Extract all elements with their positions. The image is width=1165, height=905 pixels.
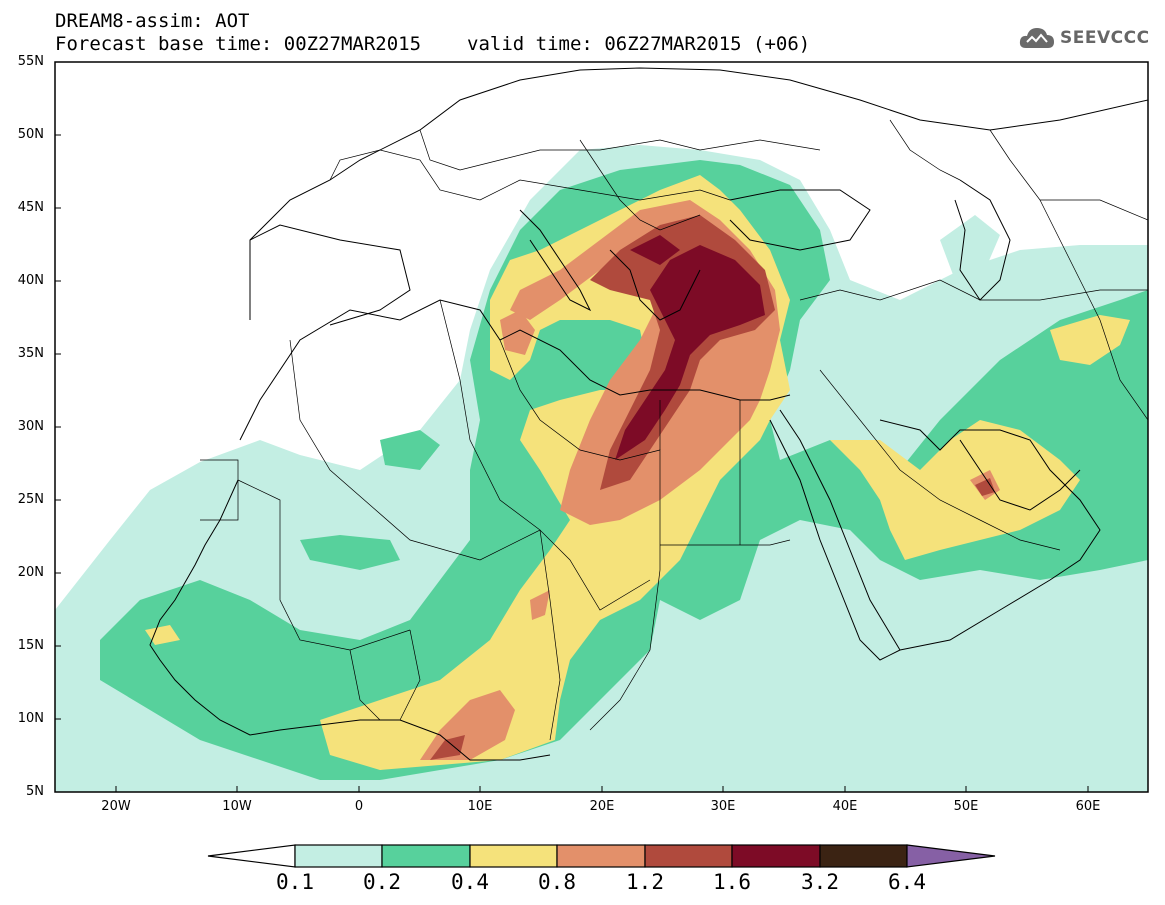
border [289, 339, 651, 611]
colorbar-label: 3.2 [801, 870, 839, 894]
colorbar-swatch-1.6 [731, 844, 821, 868]
coastlines [149, 67, 1148, 761]
border [200, 459, 239, 521]
lon-label: 20W [101, 799, 131, 814]
lon-label: 30E [710, 799, 736, 814]
colorbar-label: 0.1 [276, 870, 314, 894]
aot-band-0.8 [500, 310, 535, 355]
colorbar-label: 0.2 [363, 870, 401, 894]
aot-band-1.2 [430, 735, 465, 760]
colorbar-label: 1.6 [713, 870, 751, 894]
logo-text: SEEVCCC [1060, 28, 1150, 48]
border [1039, 199, 1148, 421]
coastline-west-africa [149, 479, 551, 761]
lat-label: 50N [17, 127, 44, 142]
colorbar-swatch-1.2 [644, 844, 733, 868]
lat-label: 5N [26, 784, 44, 799]
lon-label: 0 [354, 799, 364, 814]
axis-ticks [55, 61, 1089, 792]
colorbar-swatch-3.2 [819, 844, 908, 868]
lat-label: 40N [17, 273, 44, 288]
lon-label: 50E [953, 799, 979, 814]
aot-field [55, 145, 1148, 792]
base-time: Forecast base time: 00Z27MAR2015 [55, 33, 422, 55]
aot-band-0.2 [300, 535, 400, 570]
coastline-red-sea [769, 409, 901, 661]
lat-label: 45N [17, 200, 44, 215]
coastline-black-sea [729, 189, 871, 251]
aot-band-0.4 [1050, 315, 1130, 365]
valid-time: valid time: 06Z27MAR2015 (+06) [467, 33, 811, 55]
coastline-italy [519, 209, 592, 312]
border [579, 139, 701, 231]
forecast-times: Forecast base time: 00Z27MAR2015 valid ti… [55, 33, 810, 55]
aot-band-0.4 [830, 420, 1080, 560]
coastline-caspian [954, 179, 1011, 301]
lat-label: 55N [17, 54, 44, 69]
aot-band-1.6 [615, 245, 765, 460]
lon-label: 10E [467, 799, 493, 814]
border [329, 149, 731, 201]
lat-label: 35N [17, 346, 44, 361]
border [419, 129, 821, 171]
lat-label: 30N [17, 419, 44, 434]
aot-band-0.4 [145, 625, 180, 645]
colorbar-swatch-0.8 [556, 844, 646, 868]
border [819, 369, 1061, 551]
border [889, 119, 1148, 221]
cloud-icon [1019, 28, 1054, 48]
colorbar-swatch-0.2 [381, 844, 471, 868]
colorbar-swatch-above-6.4 [906, 844, 996, 868]
aot-band-1.2 [975, 478, 995, 496]
border [439, 299, 541, 531]
lat-label: 25N [17, 492, 44, 507]
coastline-gulf [959, 439, 1081, 511]
border [660, 539, 791, 546]
coastline-iberia [249, 224, 411, 326]
aot-band-1.6 [630, 235, 680, 265]
border [237, 479, 411, 651]
map-title: DREAM8-assim: AOT [55, 10, 250, 32]
colorbar-label: 6.4 [888, 870, 926, 894]
aot-band-0.2 [380, 430, 440, 470]
seevccc-logo: SEEVCCC [1018, 24, 1150, 52]
border [349, 629, 421, 721]
colorbar-swatch-0.1 [294, 844, 383, 868]
lon-label: 40E [832, 799, 858, 814]
border [799, 279, 1148, 301]
lon-label: 10W [222, 799, 252, 814]
coastline-north-africa [239, 299, 791, 441]
lat-label: 10N [17, 711, 44, 726]
border [659, 400, 741, 545]
aot-band-0.1 [940, 215, 1000, 280]
colorbar-label: 1.2 [626, 870, 664, 894]
country-borders [200, 119, 1148, 741]
lat-label: 20N [17, 565, 44, 580]
lat-label: 15N [17, 638, 44, 653]
lon-label: 60E [1075, 799, 1101, 814]
border [499, 339, 661, 731]
colorbar [207, 844, 996, 868]
colorbar-swatch-below-0.1 [207, 844, 296, 868]
coastline-greece [609, 249, 701, 321]
colorbar-swatch-0.4 [469, 844, 558, 868]
lon-label: 20E [589, 799, 615, 814]
coastline-europe [249, 67, 1148, 241]
aot-band-0.8 [530, 590, 550, 620]
colorbar-label: 0.8 [538, 870, 576, 894]
colorbar-label: 0.4 [451, 870, 489, 894]
border [539, 529, 561, 741]
